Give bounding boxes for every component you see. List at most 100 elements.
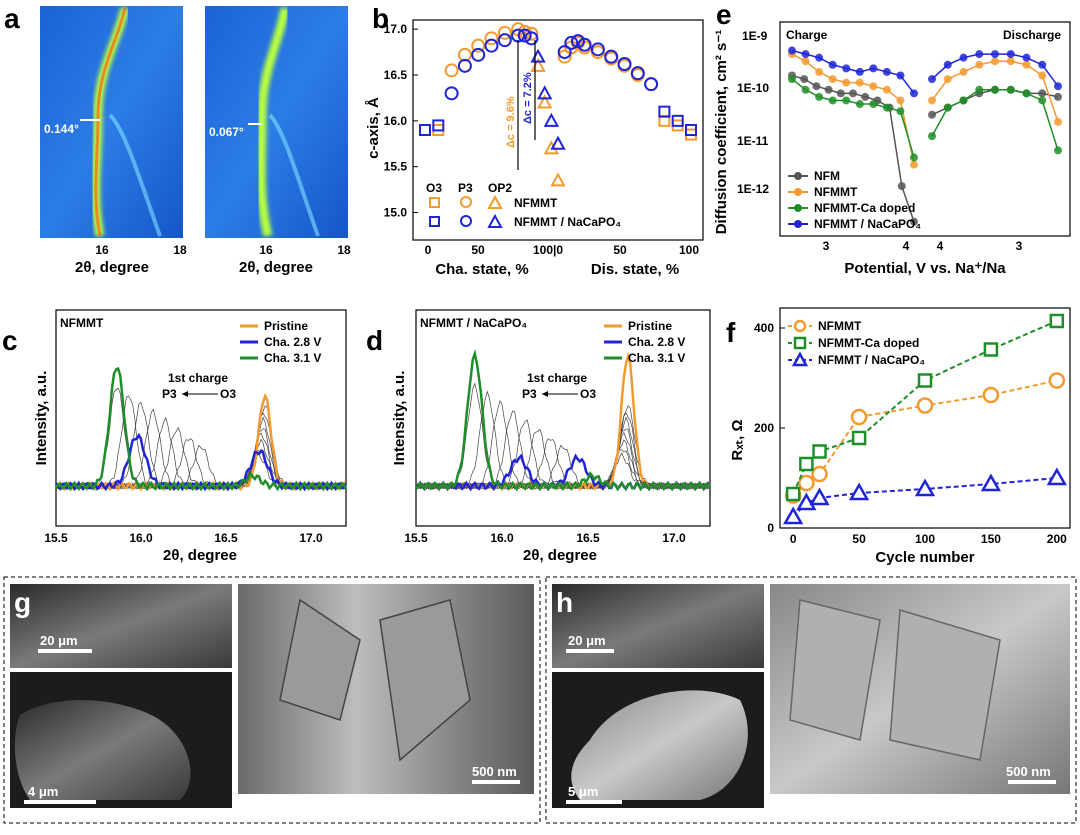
f-point: [785, 486, 801, 502]
panel-f-label: f: [726, 317, 736, 348]
xrd-trace: [415, 412, 711, 490]
e-leg-nfmmt: NFMMT: [814, 185, 858, 199]
d-leg-pristine: Pristine: [628, 319, 672, 333]
e-point: [1038, 96, 1047, 105]
f-xtick: 0: [790, 532, 797, 546]
e-xtick-3b: 3: [1016, 239, 1023, 253]
e-point: [842, 78, 851, 87]
e-point: [943, 60, 952, 69]
b-point: [471, 47, 486, 62]
g-scalebar-right: [472, 780, 520, 784]
c-xtick-2: 16.0: [129, 531, 153, 545]
xrd-band-right-secondary: [268, 113, 320, 237]
e-point: [896, 71, 905, 80]
e-point: [975, 60, 984, 69]
panel-f: f Rₓₜ, Ω Cycle number 0 50 100 150 200 0 200 40…: [726, 307, 1071, 566]
c-xtick-3: 16.5: [214, 531, 238, 545]
h-plates: [789, 599, 1001, 761]
e-point: [1054, 146, 1062, 155]
b-point: [671, 114, 684, 127]
e-points: [788, 46, 1062, 226]
f-legend: NFMMT NFMMT-Ca doped NFMMT / NaCaPO₄: [788, 319, 925, 367]
h-scalebar-bottom: [566, 800, 622, 804]
f-leg-nfmmt: NFMMT: [818, 319, 862, 333]
e-point: [1006, 57, 1015, 66]
e-point: [991, 57, 999, 66]
f-leg-nacapo: NFMMT / NaCaPO₄: [818, 353, 925, 367]
g-plates: [279, 598, 471, 762]
e-leg-dot-nacapo: [794, 220, 802, 228]
panel-h: h 20 μm 5 μm 500 nm: [545, 576, 1077, 824]
e-point: [882, 85, 891, 94]
e-discharge-label: Discharge: [1003, 28, 1061, 42]
e-point: [928, 132, 936, 141]
b-point: [484, 38, 499, 53]
d-xlabel: 2θ, degree: [523, 547, 597, 564]
a-xtick-1: 16: [95, 243, 109, 257]
c-ann-from: O3: [220, 387, 236, 401]
xrd-trace: [415, 390, 711, 490]
f-series: [783, 313, 1067, 525]
g-scalebar-bottom: [24, 800, 96, 804]
f-leg-mark-nacapo: [791, 351, 809, 367]
b-leg-o3: O3: [426, 181, 442, 195]
a-xlabel-right: 2θ, degree: [239, 259, 313, 276]
e-leg-dot-nfmmt: [794, 188, 802, 196]
b-xtick-50: 50: [471, 243, 485, 257]
b-yticks: 15.0 15.5 16.0 16.5 17.0: [384, 22, 418, 220]
f-xtick: 150: [981, 532, 1001, 546]
e-series-charge-line: [791, 78, 915, 158]
xrd-trace: [54, 432, 348, 492]
e-xlabel: Potential, V vs. Na⁺/Na: [844, 260, 1006, 277]
b-point: [497, 33, 512, 48]
d-leg-31: Cha. 3.1 V: [628, 351, 685, 365]
e-ytick-1e-11: 1E-11: [737, 134, 769, 148]
f-point: [811, 465, 828, 483]
g-scale-bottom: 4 μm: [28, 784, 58, 799]
panel-b-label: b: [372, 3, 389, 34]
f-point: [917, 373, 933, 388]
f-ylabel: Rₓₜ, Ω: [729, 419, 746, 460]
b-point: [419, 124, 431, 136]
b-point: [537, 85, 553, 100]
e-point: [828, 96, 837, 105]
b-point: [617, 57, 632, 71]
b-ytick-label: 17.0: [384, 22, 408, 36]
e-point: [788, 46, 796, 55]
f-point: [1049, 313, 1065, 329]
e-point: [1054, 117, 1062, 126]
f-point: [914, 478, 936, 497]
b-point: [570, 34, 585, 49]
f-xlabel: Cycle number: [875, 549, 974, 566]
f-point: [798, 474, 815, 492]
panel-d: d NFMMT / NaCaPO₄ Intensity, a.u. 15.5 1…: [366, 309, 712, 564]
f-point: [809, 487, 830, 506]
b-point: [543, 112, 560, 127]
c-xtick-4: 17.0: [299, 531, 323, 545]
g-scalebar-top: [38, 649, 92, 653]
xrd-band-left-core: [94, 7, 127, 237]
e-point: [928, 110, 936, 119]
f-point: [812, 444, 827, 459]
g-scale-right: 500 nm: [472, 764, 517, 779]
b-ann-blue: Δc = 7.2%: [522, 72, 534, 124]
e-series-charge-line: [791, 53, 915, 165]
panel-d-label: d: [366, 325, 383, 356]
e-point: [882, 67, 891, 76]
e-leg-nacapo: NFMMT / NaCaPO₄: [814, 217, 921, 231]
panel-e: e 1E-9 1E-10 1E-11 1E-12 3 4 4 3 Potenti…: [713, 0, 1071, 277]
h-frame: [545, 576, 1077, 824]
e-point: [959, 53, 968, 62]
xrd-trace: [55, 408, 347, 490]
xrd-band-right: [256, 7, 290, 238]
e-point: [896, 96, 905, 105]
c-leg-pristine: Pristine: [264, 319, 308, 333]
c-ann-to: P3: [162, 387, 177, 401]
xrd-trace: [415, 405, 711, 490]
b-xtick-0: 0: [425, 243, 432, 257]
e-point: [1022, 53, 1031, 62]
b-xtick-100: 100|0: [533, 243, 563, 257]
e-series-charge-line: [791, 49, 915, 94]
e-charge-label: Charge: [786, 28, 828, 42]
